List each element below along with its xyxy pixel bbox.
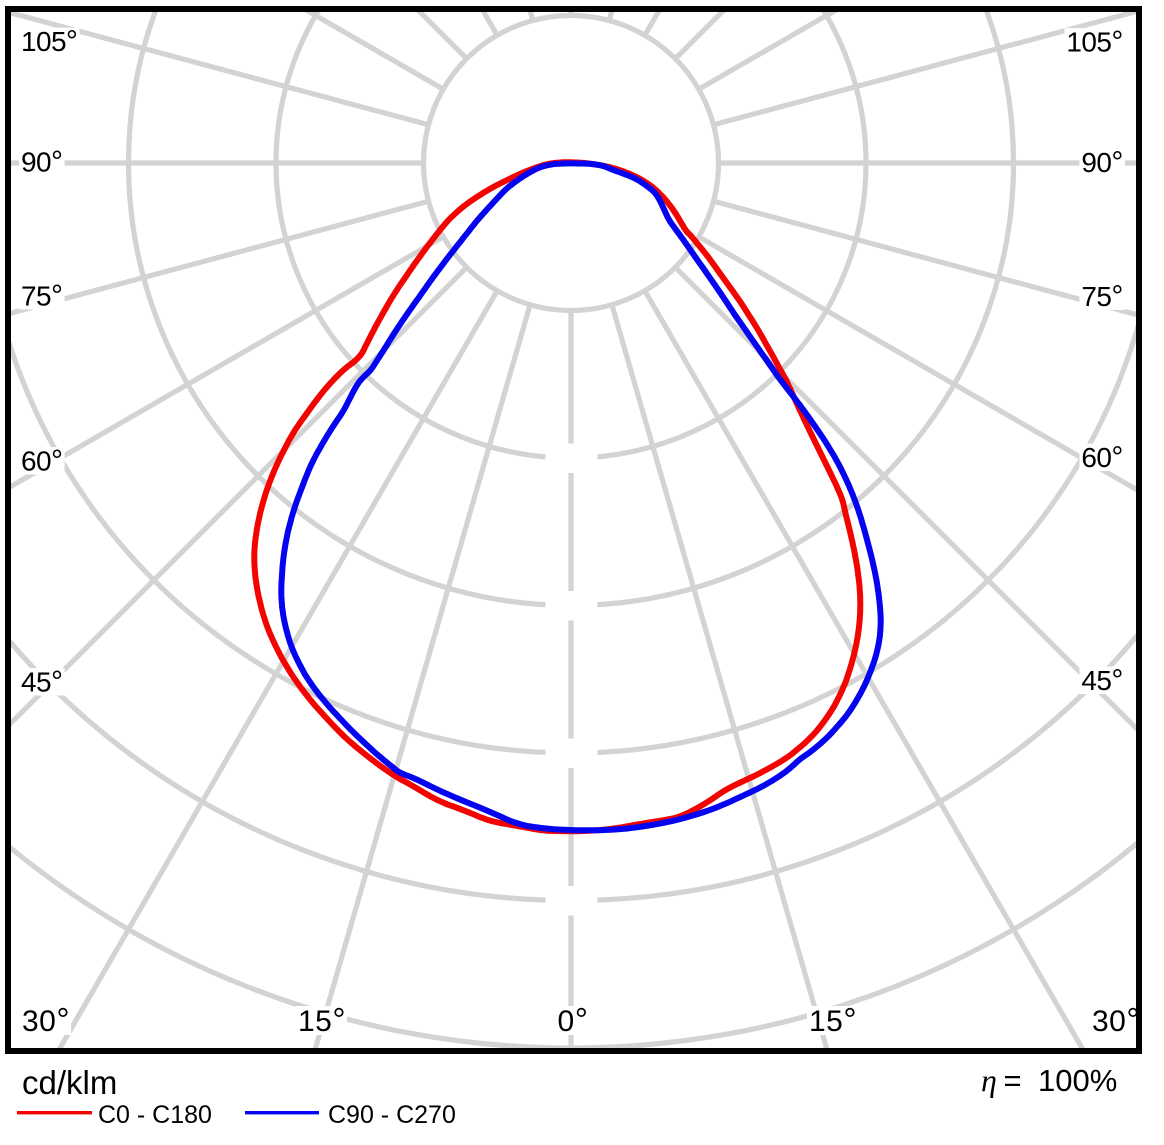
- svg-text:η: η: [981, 1062, 997, 1098]
- svg-text:15°: 15°: [809, 1001, 857, 1038]
- svg-text:cd/klm: cd/klm: [22, 1064, 117, 1101]
- svg-text:75°: 75°: [21, 280, 62, 313]
- svg-text:=: =: [1004, 1063, 1022, 1098]
- svg-text:45°: 45°: [1081, 664, 1122, 697]
- svg-text:90°: 90°: [21, 146, 62, 179]
- svg-text:30°: 30°: [22, 1001, 70, 1038]
- svg-text:15°: 15°: [298, 1001, 346, 1038]
- svg-text:45°: 45°: [21, 666, 62, 699]
- svg-text:105°: 105°: [1066, 26, 1122, 59]
- svg-text:30°: 30°: [1092, 1001, 1140, 1038]
- svg-text:60°: 60°: [21, 445, 62, 478]
- svg-text:C0 - C180: C0 - C180: [98, 1101, 212, 1129]
- svg-text:75°: 75°: [1081, 280, 1122, 313]
- svg-text:0°: 0°: [558, 1001, 589, 1038]
- svg-text:105°: 105°: [21, 25, 77, 58]
- svg-text:100%: 100%: [1038, 1063, 1117, 1098]
- svg-text:90°: 90°: [1081, 146, 1122, 179]
- svg-text:60°: 60°: [1081, 441, 1122, 474]
- svg-text:C90 - C270: C90 - C270: [328, 1101, 456, 1129]
